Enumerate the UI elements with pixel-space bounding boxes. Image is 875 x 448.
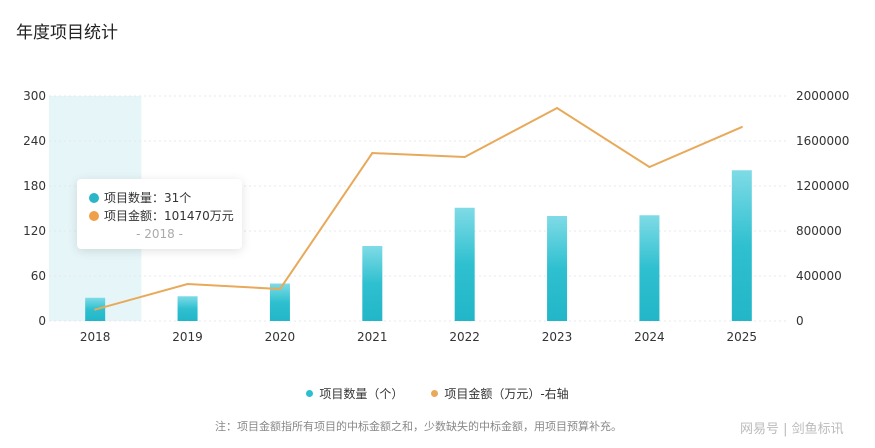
x-tick-label: 2018 (80, 330, 111, 344)
x-tick-label: 2023 (542, 330, 573, 344)
watermark: 网易号 | 剑鱼标讯 (740, 422, 844, 437)
amount-line (94, 106, 743, 311)
y-left-tick-label: 0 (38, 314, 46, 328)
y-right-tick-label: 1200000 (796, 179, 849, 193)
amount-point-2024 (648, 165, 651, 168)
y-right-tick-label: 400000 (796, 269, 842, 283)
legend-label: 项目数量（个） (319, 387, 404, 401)
bar-2024 (639, 215, 660, 321)
amount-point-2022 (463, 155, 466, 158)
y-left-tick-label: 120 (23, 224, 46, 238)
amount-point-2020 (278, 288, 281, 291)
x-tick-label: 2020 (265, 330, 296, 344)
tooltip: 项目数量：31个 项目金额：101470万元 - 2018 - (77, 179, 242, 249)
y-right-tick-label: 2000000 (796, 89, 849, 103)
bar-2021 (362, 246, 383, 321)
x-tick-label: 2019 (172, 330, 203, 344)
orange-dot-icon (89, 210, 99, 221)
tooltip-count-text: 项目数量：31个 (104, 191, 192, 205)
y-right-tick-label: 1600000 (796, 134, 849, 148)
amount-point-2023 (556, 107, 559, 110)
bar-2019 (177, 296, 198, 321)
teal-dot-icon (89, 192, 99, 203)
bar-2023 (547, 216, 568, 321)
chart-title: 年度项目统计 (16, 23, 118, 43)
x-tick-label: 2021 (357, 330, 388, 344)
y-left-tick-label: 180 (23, 179, 46, 193)
legend-item-count[interactable]: 项目数量（个） (306, 385, 403, 402)
y-left-tick-label: 60 (31, 269, 46, 283)
legend-item-amount[interactable]: 项目金额（万元）-右轴 (431, 385, 569, 402)
amount-point-2021 (371, 152, 374, 155)
legend: 项目数量（个） 项目金额（万元）-右轴 (0, 385, 875, 402)
tooltip-date: - 2018 - (136, 227, 183, 241)
legend-label: 项目金额（万元）-右轴 (444, 387, 569, 401)
bar-2022 (454, 207, 475, 321)
bar-2025 (731, 170, 752, 321)
amount-point-2025 (740, 126, 743, 129)
tooltip-count: 项目数量：31个 (89, 189, 191, 206)
x-tick-label: 2022 (449, 330, 480, 344)
tooltip-amount-text: 项目金额：101470万元 (104, 209, 234, 223)
x-tick-label: 2025 (727, 330, 758, 344)
footnote: 注：项目金额指所有项目的中标金额之和，少数缺失的中标金额，用项目预算补充。 (215, 420, 622, 433)
tooltip-amount: 项目金额：101470万元 (89, 207, 234, 224)
amount-point-2018 (94, 308, 97, 311)
y-left-tick-label: 240 (23, 134, 46, 148)
x-tick-label: 2024 (634, 330, 665, 344)
y-right-tick-label: 0 (796, 314, 804, 328)
amount-point-2019 (186, 282, 189, 285)
y-left-tick-label: 300 (23, 89, 46, 103)
y-right-tick-label: 800000 (796, 224, 842, 238)
legend-dot-icon (431, 390, 439, 397)
bar-2020 (269, 283, 290, 321)
legend-dot-icon (306, 390, 314, 397)
